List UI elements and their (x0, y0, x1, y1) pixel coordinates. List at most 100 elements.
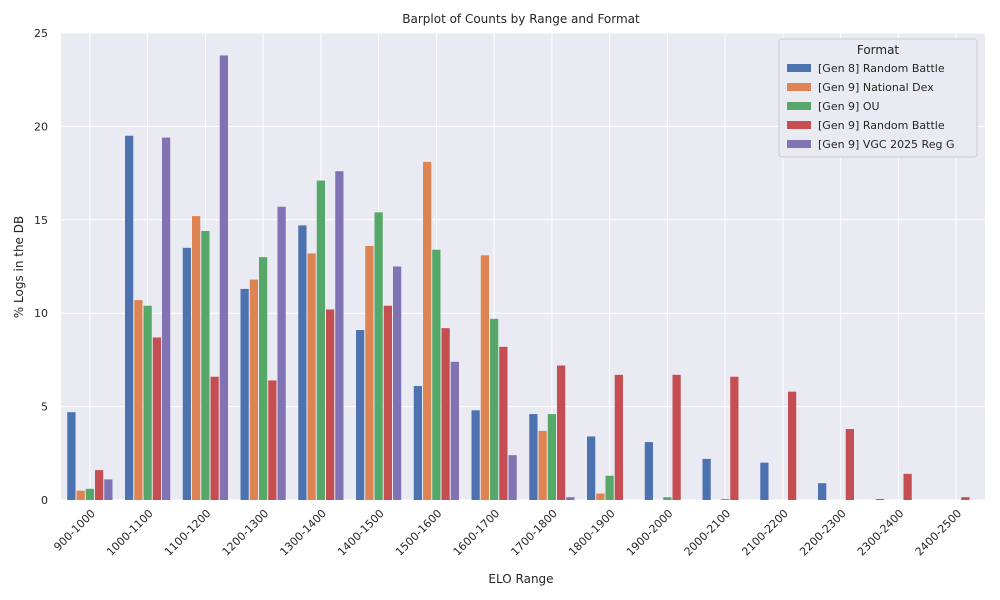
y-tick-label: 0 (41, 494, 48, 507)
x-tick-label: 2400-2500 (913, 507, 965, 559)
bar (547, 414, 556, 500)
bar (259, 257, 268, 500)
bar (480, 255, 490, 500)
bar (875, 499, 885, 500)
bar (392, 266, 402, 500)
bar (490, 318, 499, 500)
bar (413, 386, 423, 500)
legend-swatch (787, 121, 811, 129)
bar (605, 475, 614, 500)
bar (903, 473, 912, 500)
x-tick-label: 1000-1100 (104, 507, 156, 559)
bar (316, 180, 325, 500)
bar (161, 137, 171, 500)
y-tick-label: 25 (34, 27, 48, 40)
bar (596, 493, 605, 500)
bar (94, 470, 104, 500)
legend-title: Format (857, 43, 900, 57)
x-tick-label: 2200-2300 (797, 507, 849, 559)
bar (134, 300, 143, 500)
bar (67, 412, 76, 500)
x-tick-label: 1200-1300 (220, 507, 272, 559)
bar (240, 288, 249, 500)
y-tick-label: 10 (34, 307, 48, 320)
x-tick-label: 900-1000 (51, 507, 98, 554)
bar (423, 161, 432, 500)
bar (210, 376, 219, 500)
y-axis-ticks: 0 5 10 15 20 25 (34, 27, 48, 507)
bar (277, 206, 286, 500)
bar (325, 309, 335, 500)
x-tick-label: 1700-1800 (508, 507, 560, 559)
bar (787, 391, 797, 500)
legend-label: [Gen 9] National Dex (818, 81, 934, 94)
bar (450, 361, 459, 500)
x-tick-label: 1400-1500 (335, 507, 387, 559)
bar (818, 483, 827, 500)
legend-label: [Gen 9] Random Battle (818, 119, 945, 132)
chart-title: Barplot of Counts by Range and Format (402, 12, 640, 26)
bar (538, 430, 547, 500)
bar (441, 328, 450, 500)
bar (268, 380, 277, 500)
bar (432, 249, 441, 500)
x-axis-ticks: 900-1000 1000-1100 1100-1200 1200-1300 1300-… (51, 507, 964, 559)
bars-group (67, 55, 970, 501)
bar (529, 414, 538, 500)
legend-swatch (787, 64, 811, 72)
bar (566, 497, 575, 500)
y-axis-title: % Logs in the DB (12, 216, 26, 318)
bar (192, 216, 201, 500)
bar (85, 488, 94, 500)
bar (335, 171, 344, 500)
bar (644, 442, 654, 500)
bar (201, 231, 210, 500)
bar (845, 429, 854, 500)
legend-label: [Gen 8] Random Battle (818, 62, 945, 75)
y-tick-label: 5 (41, 401, 48, 414)
bar (383, 305, 392, 500)
bar (249, 279, 259, 500)
bar (365, 245, 374, 500)
x-tick-label: 1800-1900 (566, 507, 618, 559)
y-tick-label: 15 (34, 214, 48, 227)
bar (556, 365, 566, 500)
x-axis-title: ELO Range (488, 572, 553, 586)
bar (374, 212, 383, 500)
legend-label: [Gen 9] VGC 2025 Reg G (818, 138, 954, 151)
bar (672, 374, 681, 500)
bar (143, 305, 152, 500)
x-tick-label: 1300-1400 (277, 507, 329, 559)
x-tick-label: 1600-1700 (451, 507, 503, 559)
bar (152, 337, 161, 500)
bar (125, 135, 134, 501)
bar (760, 462, 769, 500)
bar (182, 247, 192, 500)
bar (730, 376, 739, 500)
y-tick-label: 20 (34, 120, 48, 133)
bar (76, 490, 85, 500)
legend-label: [Gen 9] OU (818, 100, 880, 113)
legend: Format [Gen 8] Random Battle [Gen 9] Nati… (778, 38, 978, 158)
bar (499, 346, 508, 500)
legend-swatch (787, 140, 811, 148)
x-tick-label: 2300-2400 (855, 507, 907, 559)
bar (721, 499, 730, 500)
bar (508, 455, 517, 500)
bar (104, 479, 113, 500)
bar (219, 55, 228, 500)
bar (298, 225, 307, 501)
bar (663, 497, 672, 500)
bar (587, 436, 596, 500)
x-tick-label: 2000-2100 (682, 507, 734, 559)
x-tick-label: 1500-1600 (393, 507, 445, 559)
bar (961, 497, 970, 500)
bar (307, 253, 316, 500)
x-tick-label: 1100-1200 (162, 507, 214, 559)
legend-swatch (787, 102, 811, 110)
legend-swatch (787, 83, 811, 91)
bar (471, 410, 480, 500)
x-tick-label: 2100-2200 (739, 507, 791, 559)
bar (356, 330, 365, 500)
